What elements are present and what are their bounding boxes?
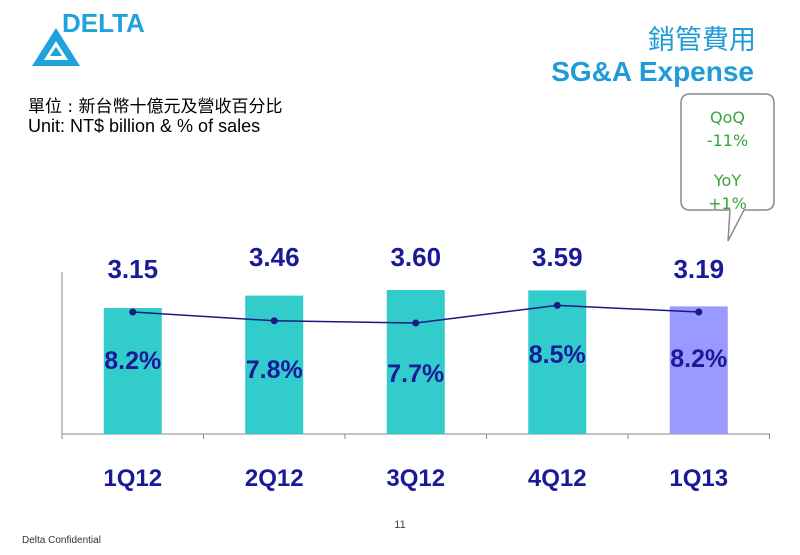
page-title-english: SG&A Expense (551, 56, 754, 87)
unit-label-chinese: 單位 : 新台幣十億元及營收百分比 (28, 97, 283, 117)
percent-point-1Q12 (129, 308, 137, 316)
bar-1Q13 (669, 306, 728, 434)
percent-point-4Q12 (553, 301, 561, 309)
percent-point-1Q13 (695, 308, 703, 316)
bar-value-label: 3.59 (532, 242, 583, 272)
bar-value-label: 3.15 (107, 254, 158, 284)
yoy-label: YoY (713, 171, 742, 190)
category-label: 2Q12 (245, 465, 304, 492)
percent-label: 7.8% (246, 356, 303, 384)
delta-logo (32, 28, 80, 66)
percent-point-3Q12 (412, 319, 420, 327)
bar-3Q12 (386, 290, 445, 434)
percent-label: 8.5% (529, 341, 586, 369)
bar-value-label: 3.60 (390, 242, 441, 272)
qoq-label: QoQ (710, 108, 745, 127)
page-number: 11 (394, 519, 406, 531)
bar-1Q12 (103, 308, 162, 434)
page-title-chinese: 銷管費用 (648, 25, 756, 56)
yoy-value: +1% (708, 194, 747, 213)
confidential-notice: Delta Confidential (22, 535, 101, 546)
logo-text: DELTA (62, 8, 145, 38)
category-label: 1Q12 (103, 465, 162, 492)
bar-4Q12 (528, 290, 587, 434)
percent-label: 8.2% (670, 345, 727, 373)
unit-label-english: Unit: NT$ billion & % of sales (28, 116, 261, 136)
category-label: 4Q12 (528, 465, 587, 492)
qoq-value: -11% (706, 131, 749, 150)
bar-value-label: 3.19 (673, 254, 724, 284)
percent-label: 7.7% (387, 360, 444, 388)
change-callout-box (680, 93, 775, 242)
percent-point-2Q12 (270, 317, 278, 325)
bar-value-label: 3.46 (249, 242, 300, 272)
category-label: 3Q12 (386, 465, 445, 492)
percent-label: 8.2% (104, 347, 161, 375)
category-label: 1Q13 (669, 465, 728, 492)
